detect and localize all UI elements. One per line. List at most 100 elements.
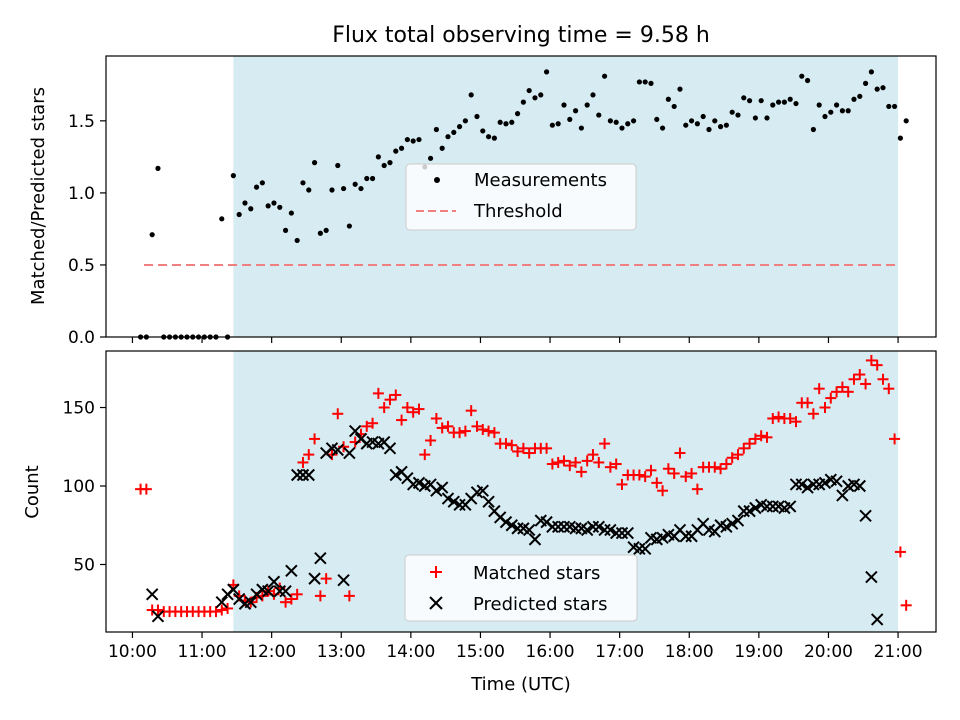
- matched-stars-point: [767, 413, 779, 425]
- matched-stars-point: [604, 461, 616, 473]
- measurements-point: [642, 79, 648, 85]
- predicted-stars-point: [633, 542, 646, 556]
- predicted-stars-point: [343, 446, 356, 460]
- measurements-point: [294, 237, 300, 244]
- predicted-stars-point: [430, 484, 443, 497]
- predicted-stars-point: [441, 492, 455, 505]
- count-legend-box: [404, 554, 638, 622]
- predicted-stars-point: [244, 595, 257, 609]
- matched-stars-point: [152, 604, 164, 616]
- measurements-point: [520, 99, 526, 105]
- predicted-stars-point: [656, 531, 669, 545]
- x-tick-label: 14:00: [386, 642, 435, 662]
- measurements-point: [804, 77, 811, 84]
- predicted-stars-point: [302, 468, 315, 482]
- measurements-point: [891, 103, 898, 110]
- matched-stars-point: [680, 471, 692, 483]
- predicted-stars-point: [789, 478, 803, 491]
- predicted-stars-point: [215, 595, 228, 609]
- matched-stars-point: [465, 405, 477, 417]
- matched-stars-point: [581, 455, 593, 467]
- matched-stars-point: [390, 389, 402, 401]
- matched-stars-point: [575, 466, 587, 478]
- matched-stars-point: [425, 434, 437, 446]
- measurements-point: [665, 96, 671, 102]
- predicted-stars-point: [830, 475, 843, 488]
- measurements-point: [317, 230, 323, 236]
- matched-stars-point: [877, 373, 889, 385]
- measurements-point: [625, 121, 631, 127]
- matched-stars-point: [842, 386, 854, 398]
- matched-stars-point: [732, 449, 744, 461]
- matched-stars-point: [517, 442, 529, 454]
- predicted-stars-point: [267, 575, 281, 588]
- matched-stars-point: [471, 420, 483, 432]
- measurements-point: [277, 204, 283, 210]
- matched-stars-point: [831, 386, 843, 398]
- measurements-point: [561, 102, 567, 108]
- predicted-stars-point: [447, 495, 460, 508]
- matched-stars-point: [773, 411, 785, 423]
- predicted-stars-point: [528, 533, 542, 546]
- measurements-point: [839, 108, 845, 114]
- x-tick-label: 16:00: [526, 642, 575, 662]
- matched-stars-point: [691, 483, 703, 495]
- matched-stars-point: [541, 442, 553, 454]
- measurements-point: [700, 113, 706, 120]
- y-tick-label: 100: [63, 477, 95, 497]
- matched-stars-point: [303, 449, 315, 461]
- predicted-stars-point: [279, 584, 292, 598]
- matched-stars-point: [807, 408, 819, 420]
- measurements-point: [729, 109, 735, 115]
- y-tick-label: 1.0: [68, 184, 95, 204]
- measurements-point: [416, 136, 422, 143]
- matched-stars-point: [413, 403, 425, 415]
- measurements-point: [230, 173, 236, 179]
- predicted-stars-point: [569, 522, 582, 535]
- predicted-stars-point: [859, 509, 872, 523]
- matched-stars-point: [883, 383, 895, 395]
- measurements-point: [346, 223, 352, 229]
- predicted-stars-point: [151, 610, 165, 623]
- matched-stars-point: [506, 439, 518, 451]
- predicted-stars-point: [609, 526, 623, 540]
- predicted-stars-point: [389, 468, 402, 482]
- predicted-stars-point: [145, 588, 159, 601]
- matched-stars-point: [488, 427, 500, 439]
- matched-stars-point: [848, 373, 860, 385]
- matched-stars-point: [361, 420, 373, 432]
- measurements-point: [219, 216, 225, 222]
- measurements-point: [329, 187, 335, 193]
- measurements-point: [886, 103, 892, 110]
- measurements-point: [619, 125, 625, 131]
- y-tick-label: 150: [63, 399, 95, 419]
- matched-stars-point: [854, 369, 866, 381]
- measurements-point: [248, 206, 254, 212]
- matched-stars-point: [384, 394, 396, 406]
- measurements-point: [677, 86, 683, 92]
- matched-stars-point: [280, 596, 292, 608]
- predicted-stars-point: [638, 542, 652, 556]
- matched-stars-point: [210, 606, 222, 618]
- predicted-stars-point: [586, 520, 600, 534]
- measurements-point: [880, 85, 886, 91]
- predicted-stars-point: [348, 424, 362, 438]
- matched-stars-point: [564, 460, 576, 472]
- matched-stars-point: [483, 425, 495, 437]
- measurements-point: [445, 134, 451, 140]
- measurements-point: [787, 96, 793, 102]
- predicted-stars-point: [482, 495, 495, 508]
- y-tick-label: 1.5: [68, 112, 95, 132]
- measurements-point: [538, 92, 544, 98]
- measurements-point: [503, 121, 509, 127]
- measurements-point: [532, 95, 538, 101]
- matched-stars-point: [436, 422, 448, 434]
- matched-stars-point: [222, 602, 234, 614]
- predicted-stars-point: [453, 498, 466, 512]
- predicted-stars-point: [511, 522, 524, 535]
- predicted-stars-point: [499, 515, 513, 529]
- y-tick-label: 0.0: [68, 328, 95, 348]
- measurements-point: [630, 118, 637, 124]
- measurements-point: [572, 108, 579, 114]
